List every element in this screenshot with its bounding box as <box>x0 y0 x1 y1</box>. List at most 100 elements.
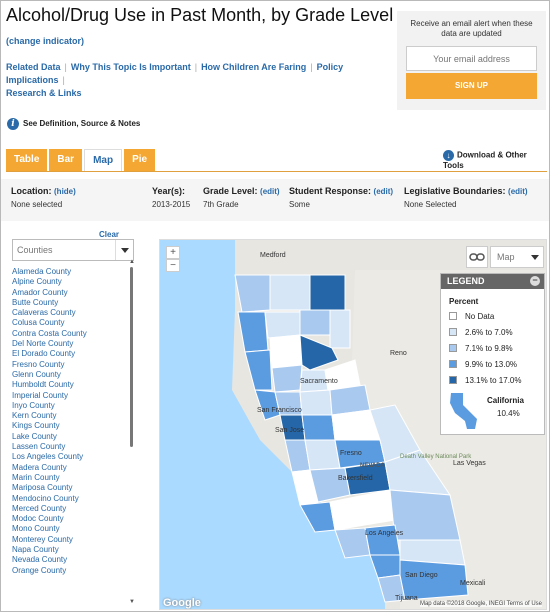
nav-how-faring[interactable]: How Children Are Faring <box>201 62 307 72</box>
legend-row: 9.9% to 13.0% <box>441 358 544 370</box>
scroll-thumb[interactable] <box>130 267 133 447</box>
tab-map[interactable]: Map <box>84 149 123 171</box>
county-list-item[interactable]: Nevada County <box>12 555 68 565</box>
legend-swatch <box>449 312 457 320</box>
tab-bar[interactable]: Bar <box>49 149 83 171</box>
county-list-item[interactable]: Del Norte County <box>12 339 74 349</box>
county-siskiyou[interactable] <box>269 274 311 311</box>
email-input[interactable] <box>406 46 537 71</box>
county-list-item[interactable]: Calaveras County <box>12 308 76 318</box>
download-label: Download & Other Tools <box>443 150 527 170</box>
county-select-value: Counties <box>17 245 53 255</box>
county-select[interactable]: Counties <box>12 239 134 261</box>
county-list-item[interactable]: Los Angeles County <box>12 452 84 462</box>
filter-grade-label: Grade Level: <box>203 186 258 196</box>
map-label-fresno: Fresno <box>340 450 362 457</box>
email-alert-text: Receive an email alert when these data a… <box>410 19 533 38</box>
county-list-item[interactable]: Butte County <box>12 297 59 307</box>
map-label-bakersfield: Bakersfield <box>338 475 373 482</box>
sign-up-button[interactable]: SIGN UP <box>406 73 537 99</box>
county-humboldt[interactable] <box>237 311 269 353</box>
county-merced[interactable] <box>304 439 341 471</box>
county-list-item[interactable]: Glenn County <box>12 369 61 379</box>
zoom-out-button[interactable]: − <box>166 259 180 272</box>
county-list-item[interactable]: Modoc County <box>12 514 64 524</box>
map-view[interactable]: Medford Reno Sacramento San Francisco Sa… <box>159 239 547 610</box>
county-list-item[interactable]: Kings County <box>12 421 60 431</box>
filter-response-value: Some <box>289 200 310 209</box>
county-trinity[interactable] <box>264 311 301 339</box>
county-placer[interactable] <box>299 389 333 416</box>
county-list-item[interactable]: Marin County <box>12 472 60 482</box>
nav-why-important[interactable]: Why This Topic Is Important <box>70 62 191 72</box>
zoom-controls: + − <box>166 246 180 272</box>
county-list-item[interactable]: Fresno County <box>12 359 65 369</box>
map-label-nevada: NEVADA <box>360 463 386 469</box>
link-button[interactable] <box>466 246 488 268</box>
county-scrollbar[interactable]: ▲ ▼ <box>129 259 135 605</box>
county-lassen[interactable] <box>329 309 351 349</box>
filter-years-label: Year(s): <box>152 186 186 196</box>
legend-row: 2.6% to 7.0% <box>441 326 544 338</box>
map-attribution[interactable]: Map data ©2018 Google, INEGI Terms of Us… <box>419 601 542 607</box>
map-type-select[interactable]: Map <box>490 246 544 268</box>
county-imperial[interactable] <box>399 559 469 601</box>
legend-swatch <box>449 328 457 336</box>
scroll-up-icon[interactable]: ▲ <box>129 259 135 265</box>
legend-label: 7.1% to 9.8% <box>465 343 513 353</box>
county-sacramento[interactable] <box>301 414 336 441</box>
county-list-item[interactable]: Monterey County <box>12 534 73 544</box>
county-list-item[interactable]: Kern County <box>12 411 57 421</box>
scroll-down-icon[interactable]: ▼ <box>129 599 135 605</box>
county-list-item[interactable]: Orange County <box>12 565 67 575</box>
filter-location: Location: (hide) None selected <box>11 186 76 209</box>
county-glenn[interactable] <box>271 364 303 393</box>
county-shasta[interactable] <box>299 309 331 336</box>
download-tools-link[interactable]: ↓ Download & Other Tools <box>443 150 549 170</box>
county-list-item[interactable]: Imperial County <box>12 390 69 400</box>
county-list-item[interactable]: Amador County <box>12 287 68 297</box>
definition-link[interactable]: i See Definition, Source & Notes <box>7 118 140 130</box>
county-list-item[interactable]: Mariposa County <box>12 483 73 493</box>
minimize-icon[interactable]: − <box>530 276 540 286</box>
county-list-item[interactable]: Mono County <box>12 524 60 534</box>
location-sidebar: Clear Counties Alameda County Alpine Coun… <box>6 227 141 605</box>
county-shapes <box>234 274 469 603</box>
definition-label: See Definition, Source & Notes <box>23 119 141 129</box>
tab-table[interactable]: Table <box>6 149 48 171</box>
county-list-item[interactable]: Alpine County <box>12 277 62 287</box>
zoom-in-button[interactable]: + <box>166 246 180 259</box>
county-list-item[interactable]: Alameda County <box>12 267 72 276</box>
county-list: Alameda County Alpine County Amador County… <box>12 267 130 576</box>
map-label-death-valley: Death Valley National Park <box>400 454 472 460</box>
county-list-item[interactable]: Lake County <box>12 431 57 441</box>
edit-response-link[interactable]: (edit) <box>373 187 394 196</box>
clear-link[interactable]: Clear <box>99 230 120 239</box>
county-list-item[interactable]: Napa County <box>12 545 59 555</box>
county-plumas[interactable] <box>299 334 339 371</box>
nav-related-data[interactable]: Related Data <box>6 62 61 72</box>
california-state-icon <box>450 393 477 429</box>
county-tehama[interactable] <box>269 334 303 369</box>
county-list-item[interactable]: Madera County <box>12 462 67 472</box>
county-list-item[interactable]: El Dorado County <box>12 349 76 359</box>
nav-separator: | <box>194 62 198 72</box>
county-list-item[interactable]: Mendocino County <box>12 493 79 503</box>
county-mendocino[interactable] <box>244 349 273 391</box>
nav-policy[interactable]: Policy Implications <box>6 62 344 85</box>
edit-grade-link[interactable]: (edit) <box>260 187 280 196</box>
tab-pie[interactable]: Pie <box>124 149 156 171</box>
county-list-item[interactable]: Lassen County <box>12 442 66 452</box>
county-list-item[interactable]: Inyo County <box>12 400 55 410</box>
edit-boundaries-link[interactable]: (edit) <box>508 187 528 196</box>
change-indicator-link[interactable]: (change indicator) <box>6 36 85 46</box>
county-modoc[interactable] <box>309 274 346 311</box>
hide-location-link[interactable]: (hide) <box>54 187 76 196</box>
nav-research[interactable]: Research & Links <box>6 88 82 98</box>
county-nevada[interactable] <box>324 359 361 391</box>
county-list-item[interactable]: Humboldt County <box>12 380 74 390</box>
county-list-item[interactable]: Merced County <box>12 503 67 513</box>
county-list-item[interactable]: Colusa County <box>12 318 65 328</box>
county-del-norte[interactable] <box>234 274 271 313</box>
county-list-item[interactable]: Contra Costa County <box>12 328 87 338</box>
